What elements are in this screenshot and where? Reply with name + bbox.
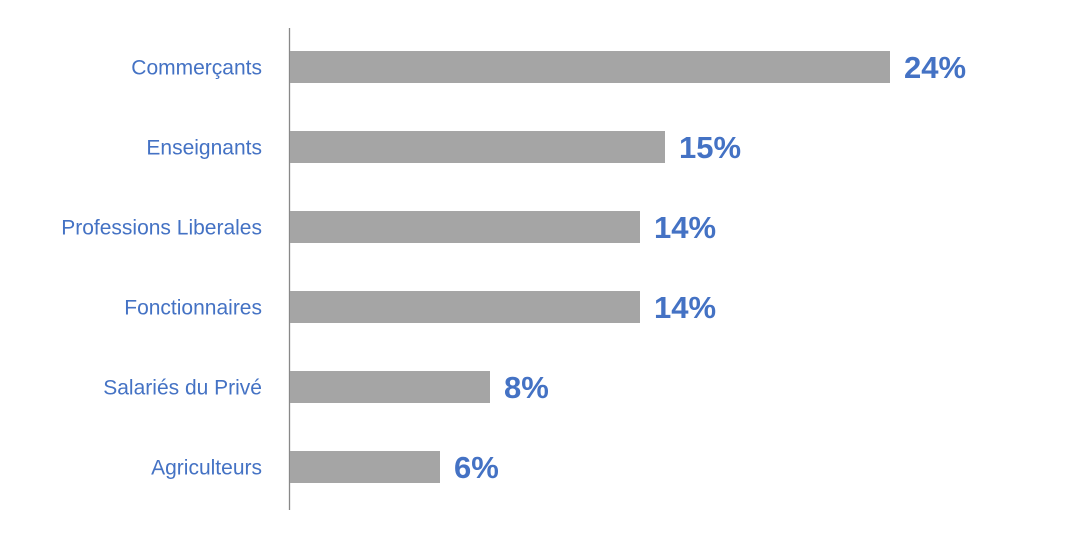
y-tick-label: Professions Liberales	[61, 217, 262, 240]
y-tick-label: Salariés du Privé	[103, 377, 262, 400]
bar	[290, 371, 490, 403]
data-label: 14%	[654, 290, 716, 325]
y-tick-label: Agriculteurs	[151, 457, 262, 480]
data-label: 6%	[454, 450, 499, 485]
bar	[290, 451, 440, 483]
bar	[290, 211, 640, 243]
data-label: 8%	[504, 370, 549, 405]
data-label: 15%	[679, 130, 741, 165]
y-tick-label: Fonctionnaires	[124, 297, 262, 320]
data-label: 24%	[904, 50, 966, 85]
bar	[290, 131, 665, 163]
data-label: 14%	[654, 210, 716, 245]
y-tick-label: Commerçants	[131, 57, 262, 80]
bar	[290, 51, 890, 83]
bar	[290, 291, 640, 323]
y-tick-label: Enseignants	[146, 137, 262, 160]
